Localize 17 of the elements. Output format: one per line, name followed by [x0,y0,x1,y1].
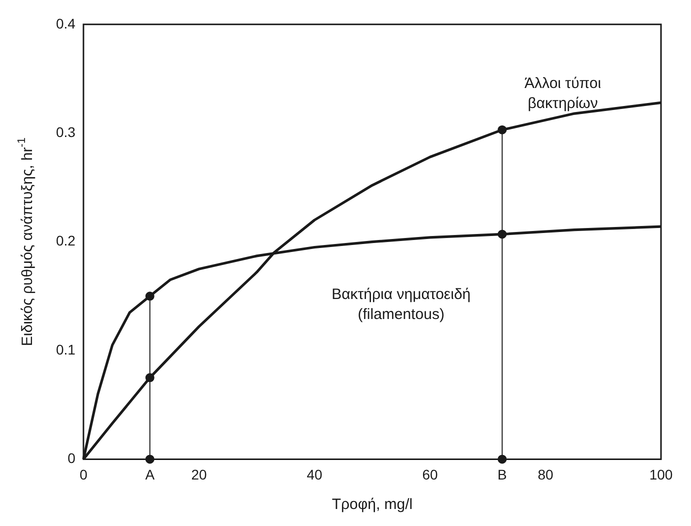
x-tick-label: 20 [191,466,207,482]
x-tick-label: 80 [538,466,554,482]
y-tick-label: 0 [68,450,76,466]
x-axis-title: Τροφή, mg/l [332,496,413,514]
x-tick-label: 100 [649,466,673,482]
y-tick-label: 0.3 [56,124,76,140]
x-tick-label: 0 [80,466,88,482]
y-tick-label: 0.1 [56,341,76,358]
x-tick-label: 40 [306,466,322,482]
x-tick-label: A [145,466,156,482]
y-axis-title: Ειδικός ρυθμός ανάπτυξης, hr-1 [16,138,36,346]
y-tick-label: 0.2 [56,232,76,249]
text: Βακτήρια νηματοειδή (filamentous) [332,286,471,323]
x-tick-label: 60 [422,466,438,482]
y-tick-label: 0.4 [56,15,76,32]
x-tick-label: B [498,466,507,482]
series-label: Άλλοι τύποι βακτηρίων [524,75,602,112]
